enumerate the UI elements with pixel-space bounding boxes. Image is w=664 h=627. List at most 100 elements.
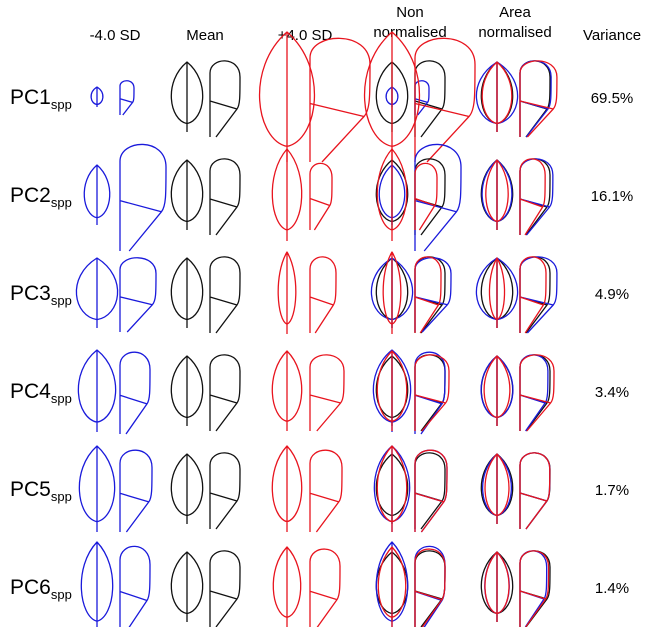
leaf-profile	[414, 37, 476, 163]
leaf-outline	[170, 257, 204, 328]
row: PC5spp 1.7%	[10, 445, 629, 533]
leaf-profile	[209, 60, 241, 138]
leaf-profile	[119, 143, 167, 252]
leaf-profile	[414, 449, 448, 533]
leaf-profile	[519, 550, 551, 627]
leaf-outline	[271, 350, 303, 431]
leaf-outline	[484, 551, 510, 622]
leaf-outline	[83, 164, 111, 225]
leaf-outline	[77, 349, 117, 432]
row: PC4spp 3.4%	[10, 349, 629, 435]
leaf-outline	[271, 445, 303, 532]
leaf-profile	[414, 354, 446, 432]
leaf-outline	[363, 31, 421, 162]
leaf-outline	[170, 453, 204, 524]
leaf-profile	[309, 354, 345, 432]
leaf-outline	[75, 257, 119, 328]
leaf-outline	[485, 159, 509, 230]
column-header: Variance	[583, 27, 641, 44]
pc-name: PC5	[10, 478, 51, 501]
leaf-outline	[481, 61, 513, 132]
leaf-profile	[119, 449, 153, 533]
leaf-profile	[309, 449, 343, 533]
leaf-profile	[209, 550, 241, 627]
leaf-profile	[519, 158, 554, 236]
leaf-profile	[209, 158, 241, 236]
leaf-profile	[519, 452, 551, 530]
leaf-outline	[376, 148, 408, 241]
leaf-profile	[414, 452, 446, 530]
leaf-outline	[170, 355, 204, 426]
leaf-profile	[209, 256, 241, 334]
variance: 1.4%	[595, 580, 629, 597]
row: PC6spp 1.4%	[10, 541, 629, 627]
row-label: PC1spp	[10, 86, 72, 112]
leaf-profile	[309, 162, 333, 231]
column-header: normalised	[478, 24, 551, 41]
leaf-outline	[488, 257, 506, 328]
leaf-outline	[277, 251, 297, 334]
leaf-outline	[376, 445, 408, 532]
leaf-profile	[414, 256, 442, 334]
row: PC2spp 16.1%	[10, 143, 634, 252]
leaf-profile	[519, 354, 551, 432]
row-label: PC5spp	[10, 478, 72, 504]
row-label: PC3spp	[10, 282, 72, 308]
variance: 1.7%	[595, 482, 629, 499]
leaf-outline	[271, 148, 303, 241]
leaf-profile	[414, 143, 462, 252]
leaf-profile	[414, 548, 446, 627]
pc-subscript: spp	[51, 489, 72, 504]
variance: 4.9%	[595, 286, 629, 303]
leaf-profile	[209, 452, 241, 530]
pc-name: PC3	[10, 282, 51, 305]
leaf-outline	[90, 86, 104, 107]
leaf-outline	[377, 546, 407, 627]
leaf-profile	[519, 354, 555, 432]
pc-subscript: spp	[51, 587, 72, 602]
column-header: Area	[499, 4, 531, 21]
leaf-profile	[414, 80, 430, 116]
leaf-outline	[80, 541, 114, 627]
leaf-profile	[414, 158, 446, 236]
leaf-profile	[519, 256, 547, 334]
leaf-profile	[309, 548, 341, 627]
row: PC3spp 4.9%	[10, 251, 629, 334]
leaf-profile	[119, 257, 157, 333]
leaf-outline	[382, 251, 402, 334]
row-label: PC6spp	[10, 576, 72, 602]
row-label: PC2spp	[10, 184, 72, 210]
leaf-profile	[519, 354, 549, 432]
leaf-outline	[484, 453, 510, 524]
leaf-profile	[519, 550, 550, 627]
column-header: +4.0 SD	[278, 27, 333, 44]
pc-subscript: spp	[51, 97, 72, 112]
leaf-outline	[170, 159, 204, 230]
leaf-profile	[119, 80, 135, 116]
variance: 16.1%	[591, 188, 634, 205]
column-header: -4.0 SD	[90, 27, 141, 44]
rows: PC1spp 69.5%PC2spp 16.1%PC3spp 4.9%PC4spp 3.…	[10, 31, 634, 627]
leaf-profile	[519, 256, 558, 334]
leaf-outline	[483, 355, 511, 426]
leaf-profile	[309, 37, 371, 163]
leaf-outline	[376, 350, 408, 431]
leaf-profile	[414, 162, 438, 231]
leaf-profile	[519, 60, 552, 138]
leaf-profile	[414, 354, 450, 432]
leaf-profile	[209, 354, 241, 432]
leaf-profile	[519, 60, 558, 138]
row: PC1spp 69.5%	[10, 31, 633, 163]
pc-name: PC2	[10, 184, 51, 207]
leaf-outline	[78, 445, 116, 532]
pc-subscript: spp	[51, 195, 72, 210]
leaf-outline	[170, 551, 204, 622]
pc-subscript: spp	[51, 391, 72, 406]
leaf-profile	[519, 158, 546, 236]
leaf-profile	[119, 545, 151, 627]
leaf-profile	[414, 257, 452, 333]
leaf-profile	[309, 256, 337, 334]
row-label: PC4spp	[10, 380, 72, 406]
leaf-profile	[119, 351, 151, 435]
